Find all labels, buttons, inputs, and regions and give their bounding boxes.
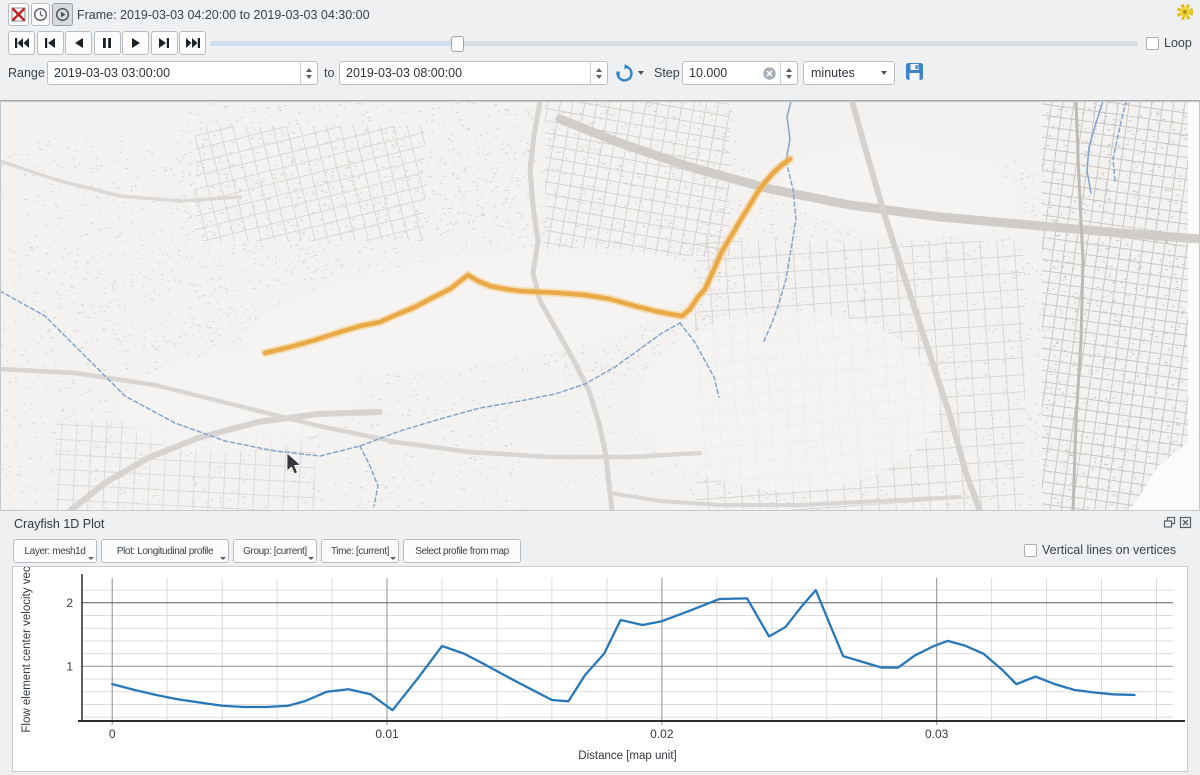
step-forward-icon <box>159 38 169 48</box>
skip-to-start-icon <box>14 38 29 48</box>
playback-skip-to-end-button[interactable] <box>179 31 206 55</box>
step-unit-value: minutes <box>811 66 855 80</box>
profile-route-line <box>262 156 793 356</box>
playback-pause-button[interactable] <box>93 31 121 55</box>
red-x-icon <box>11 7 26 22</box>
save-time-settings-button[interactable] <box>905 62 927 84</box>
time-menu-label: Time: [current] <box>330 545 390 557</box>
time-menu-button[interactable]: Time: [current] <box>321 539 399 563</box>
plot-type-menu-label: Plot: Longitudinal profile <box>116 545 214 557</box>
play-backward-icon <box>74 38 83 48</box>
select-profile-label: Select profile from map <box>415 545 509 557</box>
range-end-input[interactable] <box>340 66 590 80</box>
loop-checkbox[interactable] <box>1146 37 1159 50</box>
layer-menu-label: Layer: mesh1d <box>24 545 86 557</box>
close-icon <box>1179 516 1192 529</box>
group-menu-button[interactable]: Group: [current] <box>233 539 317 563</box>
disable-time-button[interactable] <box>8 3 29 26</box>
combo-caret-icon <box>881 71 887 75</box>
svg-text:0.02: 0.02 <box>650 727 674 741</box>
step-field <box>682 61 798 85</box>
save-icon <box>906 63 923 80</box>
to-label: to <box>324 66 335 80</box>
step-back-icon <box>45 38 55 48</box>
close-panel-button[interactable] <box>1179 516 1192 529</box>
time-settings-clock-button[interactable] <box>31 3 50 26</box>
vertical-lines-label: Vertical lines on vertices <box>1042 543 1177 557</box>
svg-text:0.03: 0.03 <box>925 727 949 741</box>
range-start-input[interactable] <box>48 66 300 80</box>
time-slider-fill <box>210 41 458 46</box>
svg-text:0.01: 0.01 <box>375 727 399 741</box>
plot-svg: 0 0.01 0.02 0.03 1 2 Distance [map unit] Flow e… <box>21 566 1185 762</box>
mouse-cursor <box>286 452 302 475</box>
menu-caret-icon <box>88 557 94 560</box>
playback-skip-to-start-button[interactable] <box>8 31 35 55</box>
layer-menu-button[interactable]: Layer: mesh1d <box>13 539 97 563</box>
play-forward-icon <box>131 38 140 48</box>
select-profile-button[interactable]: Select profile from map <box>403 539 521 563</box>
range-end-spinner[interactable] <box>590 62 607 84</box>
playback-play-forward-button[interactable] <box>122 31 149 55</box>
pause-icon <box>103 38 111 48</box>
range-label: Range <box>8 66 45 80</box>
playback-step-forward-button[interactable] <box>150 31 178 55</box>
play-mode-button[interactable] <box>52 3 73 26</box>
menu-caret-icon <box>308 557 314 560</box>
step-label: Step <box>654 66 680 80</box>
step-input[interactable] <box>683 66 762 80</box>
map-svg <box>0 98 1200 514</box>
svg-text:Flow element center velocity v: Flow element center velocity vec <box>21 567 33 733</box>
range-start-spinner[interactable] <box>300 62 317 84</box>
velocity-profile-line <box>111 588 1136 712</box>
time-slider-handle[interactable] <box>451 36 465 52</box>
svg-text:0: 0 <box>109 727 116 741</box>
loop-label: Loop <box>1164 36 1192 50</box>
float-panel-button[interactable] <box>1163 516 1176 529</box>
range-end-field <box>339 61 608 85</box>
time-slider-track[interactable] <box>210 41 1138 46</box>
settings-button[interactable] <box>1176 3 1194 21</box>
step-unit-combo[interactable]: minutes <box>803 61 895 85</box>
playback-play-backward-button[interactable] <box>65 31 92 55</box>
skip-to-end-icon <box>185 38 200 48</box>
clock-icon <box>33 7 48 22</box>
menu-caret-icon <box>390 557 396 560</box>
frame-label: Frame: 2019-03-03 04:20:00 to 2019-03-03… <box>77 8 370 22</box>
panel-title: Crayfish 1D Plot <box>14 517 105 531</box>
group-menu-label: Group: [current] <box>243 545 307 557</box>
clear-step-icon[interactable] <box>762 66 777 81</box>
plot-type-menu-button[interactable]: Plot: Longitudinal profile <box>101 539 229 563</box>
map-canvas[interactable] <box>0 98 1200 514</box>
refresh-range-button[interactable] <box>615 61 649 85</box>
float-panel-icon <box>1163 516 1176 528</box>
crayfish-1d-plot-panel: Crayfish 1D Plot Layer: mesh1d Plot: Lon… <box>0 511 1200 775</box>
svg-text:2: 2 <box>66 596 73 610</box>
play-circle-icon <box>55 7 70 22</box>
refresh-icon <box>615 63 633 82</box>
vertical-lines-checkbox[interactable] <box>1024 544 1037 557</box>
playback-step-back-button[interactable] <box>36 31 64 55</box>
refresh-menu-caret <box>638 71 644 75</box>
yellow-gear-icon <box>1176 3 1194 21</box>
range-start-field <box>47 61 318 85</box>
plot-area[interactable]: 0 0.01 0.02 0.03 1 2 Distance [map unit] Flow e… <box>12 566 1188 772</box>
svg-text:1: 1 <box>66 659 73 673</box>
svg-text:Distance [map unit]: Distance [map unit] <box>578 750 676 762</box>
menu-caret-icon <box>220 557 226 560</box>
step-spinner[interactable] <box>780 62 797 84</box>
